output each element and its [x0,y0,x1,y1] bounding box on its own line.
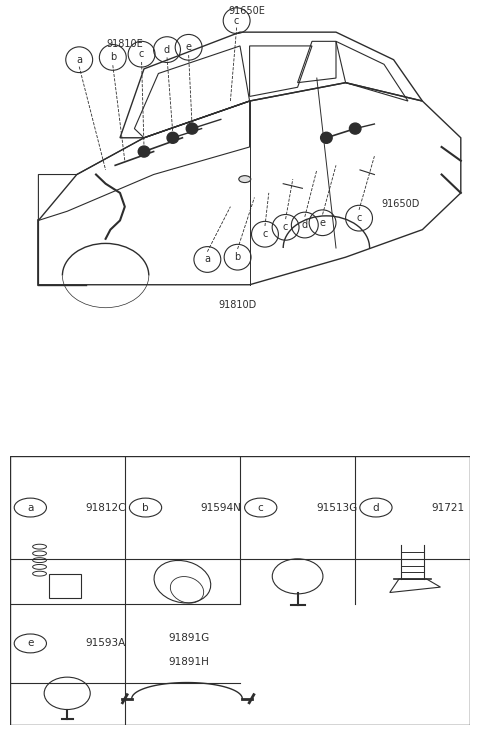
Text: a: a [76,55,82,65]
Text: c: c [258,502,264,512]
Text: c: c [356,213,362,223]
Text: 91891G: 91891G [168,633,210,643]
Text: 91891H: 91891H [168,658,209,667]
Bar [49,574,81,598]
Text: c: c [262,229,268,239]
Text: 91810D: 91810D [218,300,257,311]
Text: 91650D: 91650D [382,199,420,209]
Text: 91513G: 91513G [316,502,357,512]
Text: 91810E: 91810E [107,39,143,49]
Text: 91812C: 91812C [85,502,126,512]
Text: a: a [27,502,34,512]
Text: e: e [320,218,325,227]
Text: e: e [27,639,34,648]
Text: 91593A: 91593A [85,639,126,648]
Circle shape [349,123,361,134]
Circle shape [138,146,150,157]
Text: d: d [302,220,308,230]
Circle shape [167,132,179,144]
Text: c: c [234,15,240,26]
Text: b: b [234,252,241,262]
Ellipse shape [239,176,251,182]
Text: 91721: 91721 [431,502,464,512]
Text: 91650E: 91650E [229,7,265,17]
Circle shape [321,132,332,144]
Text: c: c [283,222,288,233]
Text: b: b [142,502,149,512]
Text: d: d [164,44,170,55]
Text: 91594N: 91594N [201,502,242,512]
Text: a: a [204,254,210,265]
Text: c: c [139,49,144,59]
Text: d: d [372,502,379,512]
Circle shape [186,123,198,134]
Text: e: e [186,42,192,52]
Text: b: b [109,52,116,63]
